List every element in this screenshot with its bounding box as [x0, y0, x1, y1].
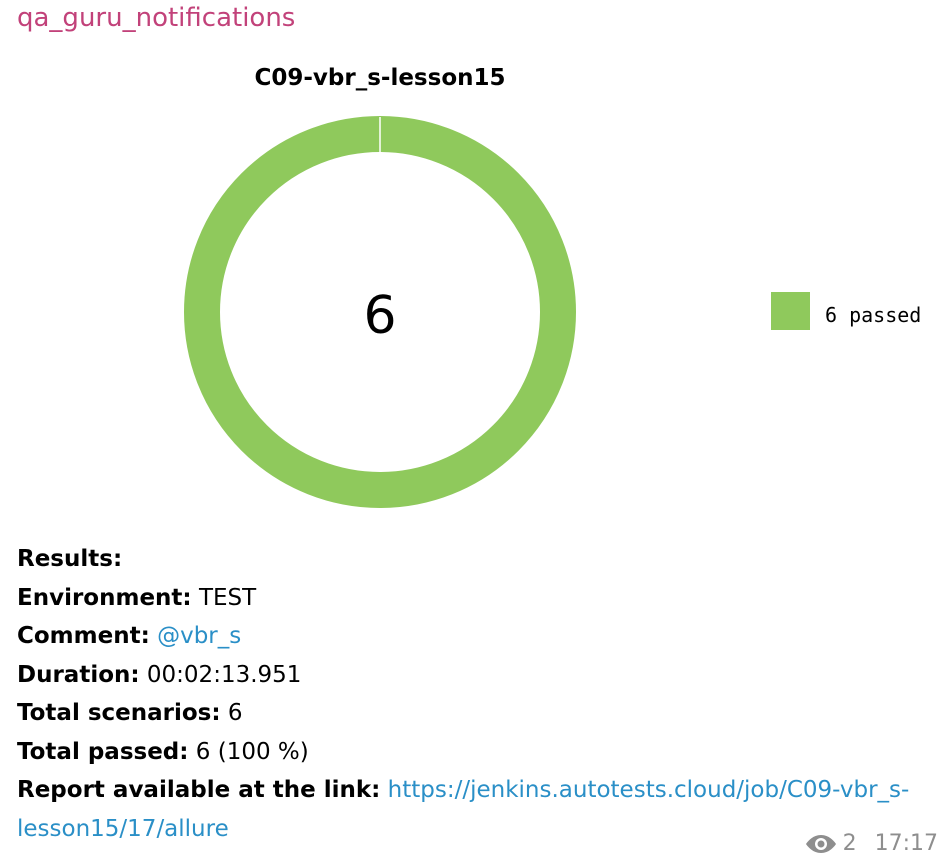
environment-label: Environment:: [17, 584, 192, 611]
report-label: Report available at the link:: [17, 777, 381, 803]
results-heading: Results:: [17, 546, 123, 572]
chart-center-label: 6: [363, 286, 396, 346]
chart-title: C09-vbr_s-lesson15: [254, 65, 505, 91]
environment-line: Environment: TEST: [17, 579, 937, 618]
total-scenarios-value: 6: [227, 700, 243, 726]
eye-icon: [805, 834, 836, 853]
legend-swatch-passed: [771, 292, 810, 330]
duration-value: 00:02:13.951: [146, 661, 302, 688]
environment-value: TEST: [198, 584, 257, 611]
report-link[interactable]: https://jenkins.autotests.cloud/job/C09-…: [17, 777, 910, 842]
allure-chart: C09-vbr_s-lesson15 6 6 passed: [184, 65, 921, 508]
comment-mention-link[interactable]: @vbr_s: [157, 623, 242, 649]
total-passed-value: 6 (100 %): [195, 738, 309, 765]
duration-line: Duration: 00:02:13.951: [17, 656, 937, 695]
report-line: Report available at the link: https://je…: [17, 771, 937, 848]
duration-label: Duration:: [17, 661, 140, 688]
total-scenarios-label: Total scenarios:: [17, 700, 221, 726]
results-block: Results: Environment: TEST Comment: @vbr…: [17, 540, 937, 848]
comment-label: Comment:: [17, 623, 150, 649]
view-count: 2: [842, 831, 857, 856]
message-meta: 2 17:17: [805, 831, 938, 856]
comment-line: Comment: @vbr_s: [17, 617, 937, 656]
legend-label-passed: 6 passed: [825, 303, 921, 327]
message-time: 17:17: [874, 831, 938, 856]
total-scenarios-line: Total scenarios: 6: [17, 694, 937, 733]
total-passed-label: Total passed:: [17, 738, 189, 765]
total-passed-line: Total passed: 6 (100 %): [17, 733, 937, 772]
sender-name[interactable]: qa_guru_notifications: [17, 3, 296, 33]
